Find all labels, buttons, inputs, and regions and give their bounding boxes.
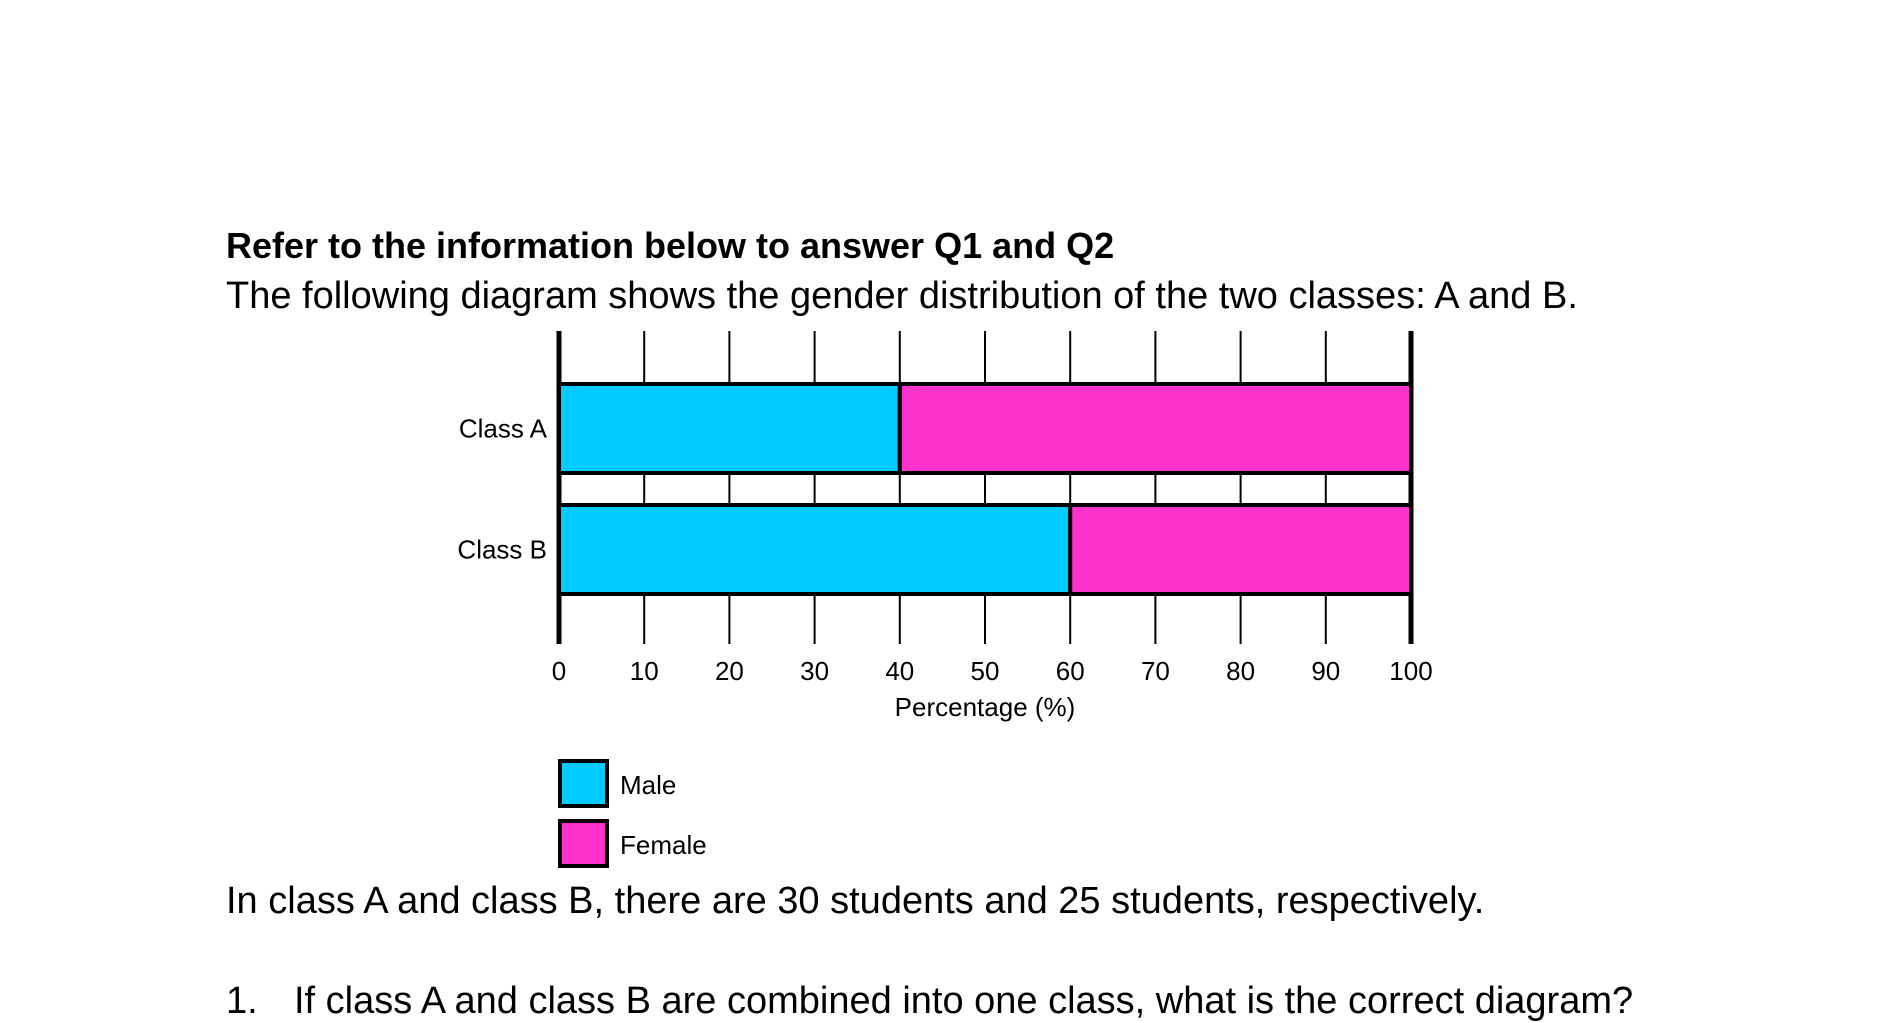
class-size-info: In class A and class B, there are 30 stu… (226, 880, 1485, 922)
question-text: If class A and class B are combined into… (294, 980, 1634, 1022)
tick-label: 90 (1311, 656, 1340, 686)
intro-text: The following diagram shows the gender d… (226, 275, 1578, 317)
tick-label: 70 (1141, 656, 1170, 686)
section-heading: Refer to the information below to answer… (226, 225, 1115, 266)
tick-label: 0 (552, 656, 566, 686)
category-label: Class A (459, 414, 548, 444)
tick-label: 40 (885, 656, 914, 686)
bar-class-a-female (897, 382, 1413, 475)
tick-label: 30 (800, 656, 829, 686)
legend-label-male: Male (620, 770, 676, 800)
tick-label: 20 (715, 656, 744, 686)
bar-class-a-male (557, 382, 902, 475)
tick-label: 50 (971, 656, 1000, 686)
bar-class-b-male (557, 503, 1073, 596)
tick-label: 100 (1389, 656, 1432, 686)
tick-label: 80 (1226, 656, 1255, 686)
tick-label: 10 (630, 656, 659, 686)
question-1: 1. If class A and class B are combined in… (226, 980, 1633, 1023)
category-label: Class B (457, 535, 547, 565)
legend-swatch-female (558, 819, 609, 868)
x-axis-label: Percentage (%) (895, 692, 1076, 722)
legend-label-female: Female (620, 830, 707, 860)
tick-label: 60 (1056, 656, 1085, 686)
question-number: 1. (226, 980, 258, 1022)
stacked-bar-chart: Class A Class B 0 10 20 30 40 50 60 70 80 90 100 Perc… (457, 331, 1433, 868)
bar-class-b-female (1068, 503, 1413, 596)
legend-swatch-male (558, 759, 609, 808)
